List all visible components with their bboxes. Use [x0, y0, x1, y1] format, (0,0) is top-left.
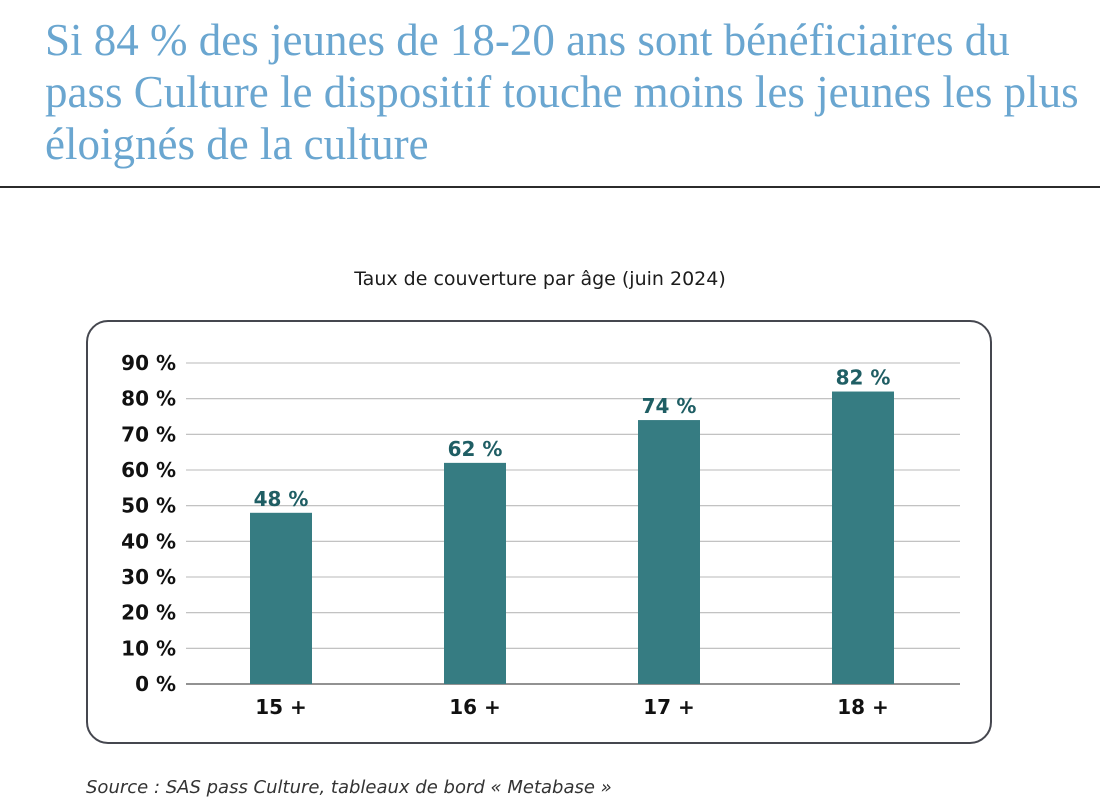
y-tick-label: 0 %: [135, 672, 176, 696]
y-tick-label: 30 %: [121, 565, 176, 589]
data-label: 48 %: [254, 487, 309, 511]
y-tick-label: 20 %: [121, 601, 176, 625]
source-note: Source : SAS pass Culture, tableaux de b…: [86, 777, 612, 798]
y-tick-label: 50 %: [121, 494, 176, 518]
y-tick-label: 40 %: [121, 529, 176, 553]
x-tick-label: 17 +: [643, 695, 695, 719]
bar: [444, 462, 506, 684]
chart-title: Taux de couverture par âge (juin 2024): [354, 268, 726, 290]
y-tick-label: 60 %: [121, 458, 176, 482]
data-label: 74 %: [642, 394, 697, 418]
headline-divider: [0, 186, 1100, 188]
bar: [250, 512, 312, 684]
x-tick-label: 15 +: [255, 695, 307, 719]
bar: [638, 420, 700, 684]
y-tick-label: 80 %: [121, 387, 176, 411]
x-tick-label: 16 +: [449, 695, 501, 719]
y-tick-label: 70 %: [121, 422, 176, 446]
y-tick-label: 90 %: [121, 351, 176, 375]
data-label: 62 %: [448, 437, 503, 461]
y-tick-label: 10 %: [121, 636, 176, 660]
bar: [832, 391, 894, 684]
data-label: 82 %: [836, 366, 891, 390]
headline: Si 84 % des jeunes de 18-20 ans sont bén…: [45, 15, 1079, 169]
x-tick-label: 18 +: [837, 695, 889, 719]
chart-frame: [86, 320, 992, 744]
